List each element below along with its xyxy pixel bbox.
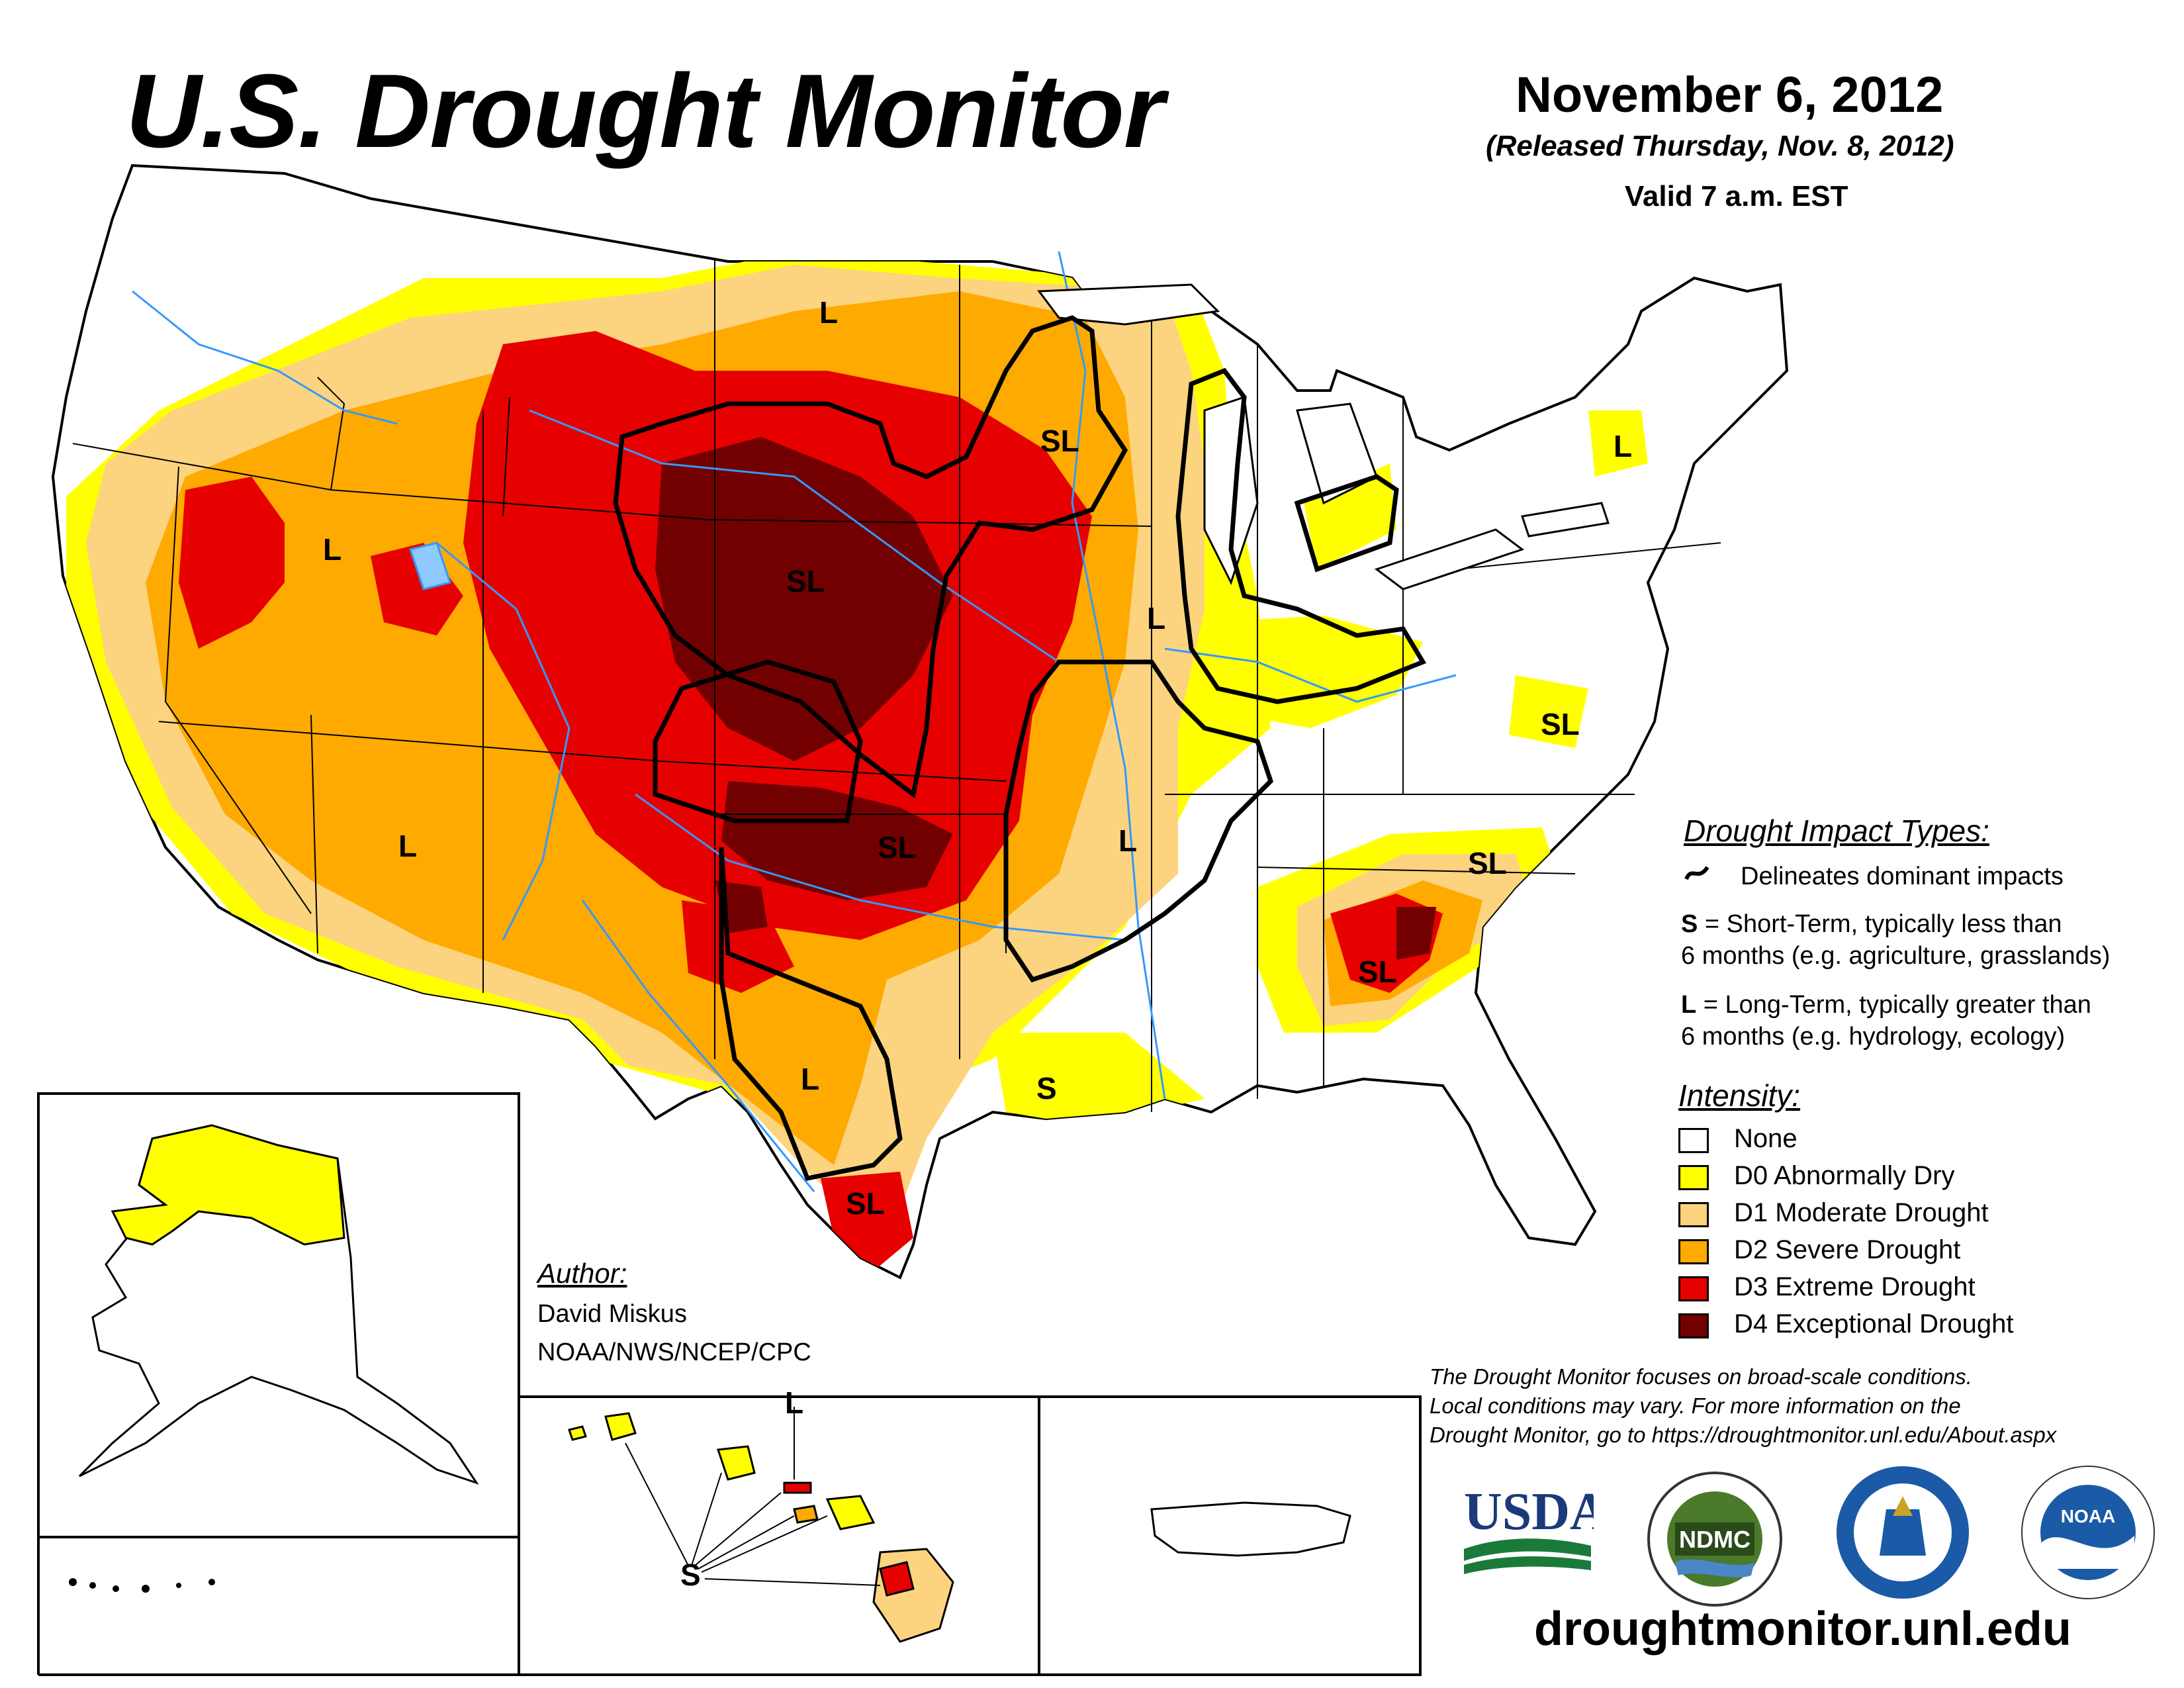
great-salt-lake xyxy=(409,541,451,590)
aleutian-islands xyxy=(69,1578,215,1593)
d0-area-new-york xyxy=(1588,410,1648,477)
label-s-louisiana: S xyxy=(1036,1071,1057,1105)
label-l-texas: L xyxy=(801,1062,819,1096)
label-sl-south-texas: SL xyxy=(846,1186,885,1221)
d4-area-georgia xyxy=(1396,907,1436,960)
d3-area-great-basin xyxy=(179,477,285,649)
legend-label: D3 Extreme Drought xyxy=(1734,1272,1976,1301)
label-s-hawaii: S xyxy=(680,1558,701,1592)
author-heading: Author: xyxy=(537,1258,627,1289)
hawaii-pointer-lines xyxy=(625,1407,881,1586)
doc-seal-logo xyxy=(1837,1466,1969,1599)
impact-s-text-2: 6 months (e.g. agriculture, grasslands) xyxy=(1681,942,2111,970)
legend-swatch xyxy=(1678,1313,1709,1338)
impact-s-text-1: = Short-Term, typically less than xyxy=(1698,910,2062,938)
label-sl-georgia: SL xyxy=(1358,955,1397,989)
impact-short-term-line1: S = Short-Term, typically less than xyxy=(1681,908,2062,940)
label-sl-plains: SL xyxy=(786,564,825,598)
legend-swatch xyxy=(1678,1239,1709,1264)
ndmc-logo-text: NDMC xyxy=(1679,1526,1751,1553)
usda-logo: USDA xyxy=(1464,1483,1594,1574)
disclaimer-line-1: The Drought Monitor focuses on broad-sca… xyxy=(1430,1364,1972,1389)
legend-swatch xyxy=(1678,1165,1709,1190)
valid-time: Valid 7 a.m. EST xyxy=(1625,180,1848,212)
label-sl-virginia: SL xyxy=(1541,707,1580,741)
alaska-d0-area xyxy=(111,1124,345,1246)
noaa-logo-text: NOAA xyxy=(2061,1506,2115,1526)
impact-l-key: L xyxy=(1681,991,1697,1019)
legend-swatch xyxy=(1678,1128,1709,1153)
label-l-hawaii: L xyxy=(785,1385,803,1420)
disclaimer-line-3: Drought Monitor, go to https://droughtmo… xyxy=(1430,1423,2057,1447)
author-name: David Miskus xyxy=(537,1300,687,1328)
usda-logo-text: USDA xyxy=(1464,1483,1594,1541)
label-l-arkansas: L xyxy=(1118,823,1137,858)
impact-legend-heading: Drought Impact Types: xyxy=(1684,814,1989,848)
delineation-line-icon xyxy=(1684,866,1709,880)
map-title: U.S. Drought Monitor xyxy=(126,53,1164,169)
intensity-legend-heading: Intensity: xyxy=(1678,1078,1801,1113)
rivers xyxy=(132,251,1457,1192)
legend-swatch xyxy=(1678,1276,1709,1301)
legend-label: D2 Severe Drought xyxy=(1734,1235,1961,1264)
label-l-great-basin: L xyxy=(323,532,341,567)
label-l-arizona: L xyxy=(398,829,417,863)
legend-label: D1 Moderate Drought xyxy=(1734,1198,1989,1227)
impact-delineates-text: Delineates dominant impacts xyxy=(1741,863,2064,890)
release-date: (Released Thursday, Nov. 8, 2012) xyxy=(1486,130,1954,162)
great-lakes xyxy=(1037,283,1610,590)
impact-s-key: S xyxy=(1681,910,1698,938)
impact-l-text-2: 6 months (e.g. hydrology, ecology) xyxy=(1681,1023,2066,1051)
legend-swatch xyxy=(1678,1202,1709,1227)
impact-delineation-lines xyxy=(613,315,1427,1182)
legend-label: None xyxy=(1734,1124,1797,1153)
hawaii-islands xyxy=(568,1412,954,1643)
website-url[interactable]: droughtmonitor.unl.edu xyxy=(1534,1603,2071,1656)
impact-long-term-line1: L = Long-Term, typically greater than xyxy=(1681,989,2091,1021)
disclaimer: The Drought Monitor focuses on broad-sca… xyxy=(1430,1362,2184,1450)
label-sl-oklahoma: SL xyxy=(878,830,917,865)
label-l-north-dakota: L xyxy=(819,295,838,330)
puerto-rico-outline xyxy=(1150,1501,1351,1557)
ndmc-logo: NDMC xyxy=(1647,1472,1782,1607)
label-l-new-york: L xyxy=(1614,429,1632,463)
d4-area-plains xyxy=(655,437,953,761)
impact-l-text-1: = Long-Term, typically greater than xyxy=(1696,991,2091,1019)
noaa-logo: NOAA xyxy=(2021,1466,2155,1599)
legend-label: D4 Exceptional Drought xyxy=(1734,1309,2014,1338)
legend-label: D0 Abnormally Dry xyxy=(1734,1161,1955,1190)
d0-area-virginia xyxy=(1509,675,1588,748)
label-l-iowa-illinois: L xyxy=(1147,601,1165,635)
disclaimer-line-2: Local conditions may vary. For more info… xyxy=(1430,1393,1961,1418)
author-org: NOAA/NWS/NCEP/CPC xyxy=(537,1338,811,1366)
label-sl-carolinas: SL xyxy=(1468,846,1507,880)
map-date: November 6, 2012 xyxy=(1516,67,1944,123)
label-sl-upper-midwest: SL xyxy=(1040,424,1079,458)
d4-area-oklahoma xyxy=(721,781,953,900)
d0-area-michigan xyxy=(1304,463,1396,569)
hawaii-inset-frame xyxy=(518,1395,1040,1676)
